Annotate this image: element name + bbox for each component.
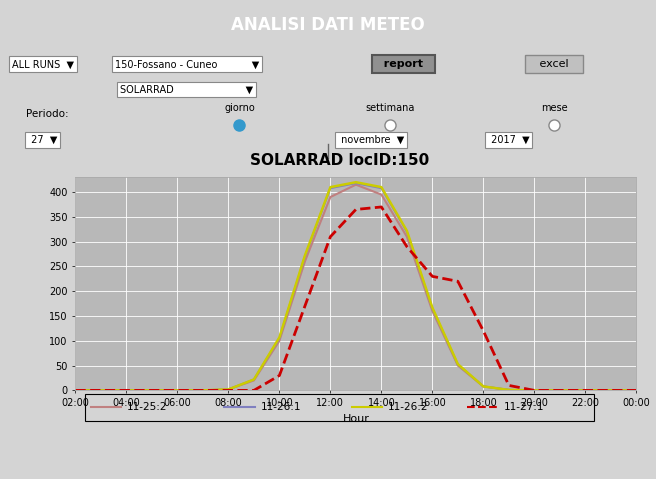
Text: excel: excel (529, 59, 579, 69)
Text: settimana: settimana (365, 103, 415, 113)
Text: novembre  ▼: novembre ▼ (338, 135, 403, 145)
Text: mese: mese (541, 103, 567, 113)
Text: 27  ▼: 27 ▼ (28, 135, 57, 145)
Text: ALL RUNS  ▼: ALL RUNS ▼ (12, 59, 73, 69)
Text: 2017  ▼: 2017 ▼ (487, 135, 529, 145)
Text: Periodo:: Periodo: (26, 109, 69, 119)
Text: 11-27:1: 11-27:1 (503, 402, 544, 412)
Text: 11-26:1: 11-26:1 (260, 402, 301, 412)
Text: 150-Fossano - Cuneo           ▼: 150-Fossano - Cuneo ▼ (115, 59, 259, 69)
X-axis label: Hour: Hour (342, 413, 369, 423)
Text: 11-26:2: 11-26:2 (388, 402, 428, 412)
Text: ANALISI DATI METEO: ANALISI DATI METEO (231, 16, 425, 34)
Text: report: report (376, 59, 431, 69)
Text: 11-25:2: 11-25:2 (127, 402, 167, 412)
Text: giorno: giorno (224, 103, 255, 113)
Text: SOLARRAD locID:150: SOLARRAD locID:150 (250, 153, 429, 168)
Text: SOLARRAD                       ▼: SOLARRAD ▼ (121, 84, 253, 94)
